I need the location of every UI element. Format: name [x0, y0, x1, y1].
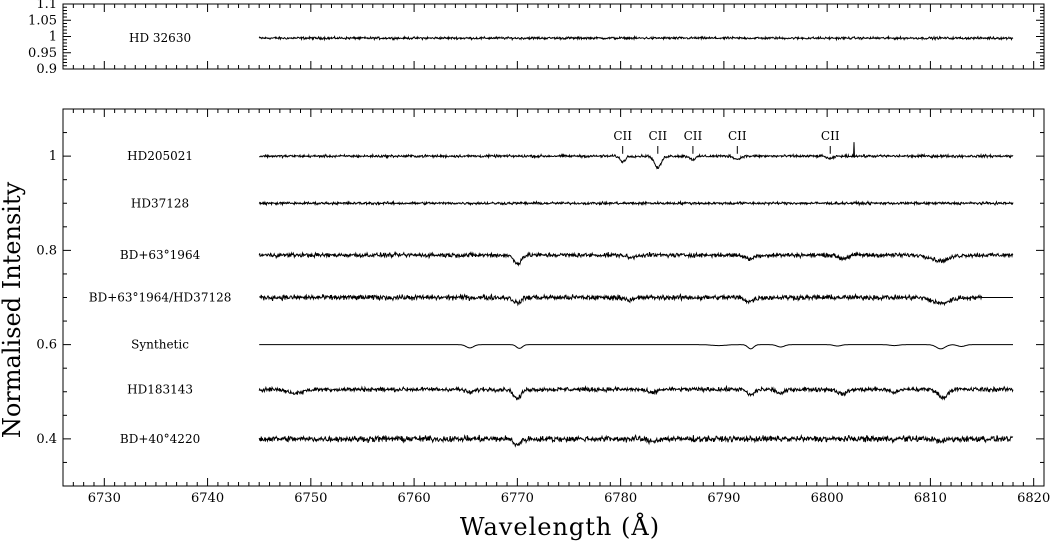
ann-label: CII	[821, 129, 840, 143]
x-tick-label: 6750	[294, 491, 327, 506]
main-y-tick-label: 0.6	[36, 338, 57, 353]
top-y-tick-label: 1	[49, 30, 57, 45]
series-name-label: BD+63°1964/HD37128	[89, 291, 232, 305]
series-name-label: HD183143	[127, 382, 193, 396]
series-name-label: BD+40°4220	[120, 432, 200, 446]
top-y-tick-label: 0.95	[28, 46, 57, 61]
main-y-tick-label: 0.4	[36, 432, 57, 447]
series-line	[259, 292, 1013, 307]
series-name-label: HD 32630	[129, 31, 191, 45]
main-panel: 6730 6740 6750 6760 6770 6780 6790 6800 6810 6820…	[36, 108, 1050, 506]
x-tick-label: 6800	[811, 491, 844, 506]
series-line	[259, 142, 1014, 170]
series-line	[258, 384, 1014, 401]
top-y-tick-label: 1.05	[28, 13, 57, 28]
x-tick-label: 6790	[707, 491, 740, 506]
x-axis-label: Wavelength (Å)	[460, 512, 660, 541]
series-name-label: HD205021	[127, 149, 193, 163]
series-name-label: BD+63°1964	[120, 248, 201, 262]
ann-label: CII	[613, 129, 632, 143]
main-y-tick-label: 0.8	[36, 243, 57, 258]
top-y-tick-label: 0.9	[36, 62, 57, 77]
ann-label: CII	[648, 129, 667, 143]
ann-label: CII	[728, 129, 747, 143]
x-tick-label: 6810	[914, 491, 947, 506]
series-line	[258, 433, 1014, 448]
top-panel: 0.90.951 1.051.1 HD 32630	[28, 0, 1045, 77]
series-line	[258, 34, 1014, 42]
y-axis-label: Normalised Intensity	[0, 181, 26, 438]
x-tick-label: 6770	[501, 491, 534, 506]
x-tick-label: 6730	[88, 491, 121, 506]
main-y-tick-label: 1	[49, 149, 57, 164]
series-line	[258, 250, 1014, 267]
ann-label: CII	[684, 129, 703, 143]
series-name-label: Synthetic	[131, 338, 189, 352]
top-y-tick-label: 1.1	[36, 0, 57, 12]
series-line	[258, 199, 1014, 207]
x-tick-label: 6740	[191, 491, 224, 506]
x-tick-label: 6820	[1017, 491, 1050, 506]
series-line	[259, 344, 1013, 350]
x-tick-label: 6780	[604, 491, 637, 506]
series-name-label: HD37128	[131, 196, 189, 210]
x-tick-label: 6760	[398, 491, 431, 506]
